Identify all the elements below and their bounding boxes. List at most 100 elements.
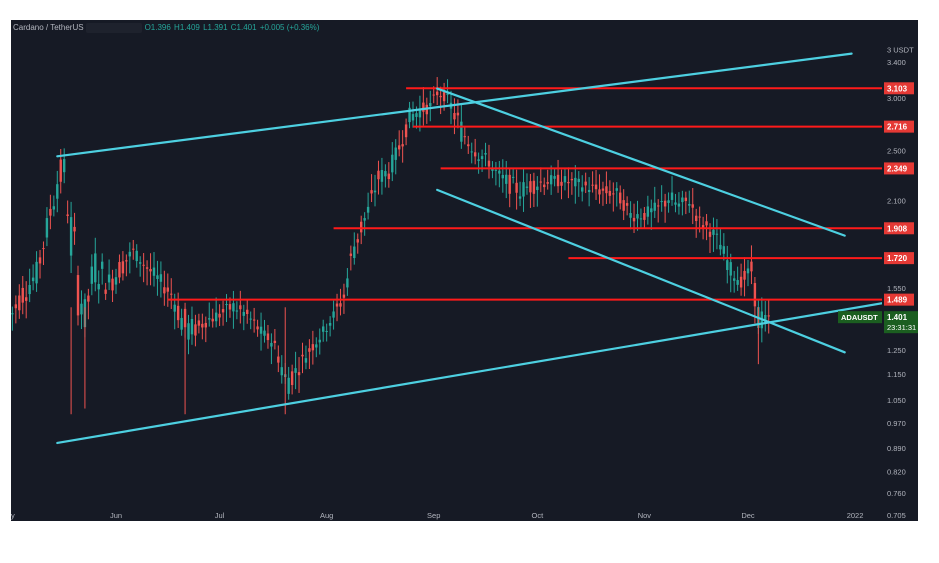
level-label-text: 1.489 bbox=[887, 296, 908, 305]
candle-body bbox=[221, 309, 225, 313]
candle-body bbox=[726, 260, 729, 270]
candle-body bbox=[339, 303, 342, 307]
candle-body bbox=[246, 309, 249, 314]
candle bbox=[515, 169, 518, 210]
candle bbox=[366, 192, 370, 220]
candle bbox=[318, 328, 321, 355]
candle-body bbox=[584, 181, 587, 186]
candle bbox=[574, 165, 577, 204]
price-tick-label: 1.250 bbox=[887, 346, 906, 355]
candle bbox=[211, 308, 214, 328]
candle-body bbox=[315, 344, 318, 348]
candle bbox=[567, 167, 570, 199]
candle-body bbox=[346, 278, 349, 288]
level-label-text: 1.908 bbox=[887, 224, 908, 233]
candle-body bbox=[366, 206, 370, 213]
candle bbox=[66, 200, 69, 224]
candle bbox=[391, 142, 394, 182]
candle bbox=[301, 342, 304, 374]
candle-body bbox=[439, 95, 442, 98]
candle bbox=[80, 290, 83, 330]
candle-body bbox=[546, 182, 549, 184]
candle bbox=[14, 295, 18, 324]
candle bbox=[69, 201, 73, 274]
candle bbox=[688, 190, 691, 213]
candle bbox=[228, 297, 232, 318]
candle bbox=[694, 208, 698, 238]
candle-body bbox=[719, 244, 722, 250]
candle bbox=[629, 201, 632, 230]
candle bbox=[163, 270, 166, 306]
candle bbox=[529, 173, 532, 208]
candle-body bbox=[384, 171, 387, 177]
candle bbox=[570, 172, 574, 195]
candle-body bbox=[743, 270, 746, 280]
candle bbox=[563, 168, 567, 191]
candle-body bbox=[8, 320, 10, 321]
candle-body bbox=[411, 114, 415, 121]
candle-body bbox=[525, 186, 529, 188]
candle-body bbox=[625, 203, 629, 206]
candle-body bbox=[69, 217, 73, 256]
candle-body bbox=[477, 159, 480, 161]
candle-body bbox=[480, 156, 484, 160]
candle-body bbox=[653, 202, 656, 211]
candle bbox=[201, 313, 204, 340]
candle bbox=[401, 130, 404, 163]
candle-body bbox=[59, 159, 62, 182]
candle-body bbox=[208, 318, 211, 320]
candle bbox=[380, 157, 384, 195]
candle-body bbox=[228, 304, 232, 310]
candle-body bbox=[539, 181, 542, 183]
candle-body bbox=[708, 231, 712, 237]
candle bbox=[677, 192, 681, 215]
candle-body bbox=[97, 283, 100, 290]
candle-body bbox=[732, 278, 736, 281]
level-label-text: 2.716 bbox=[887, 123, 908, 132]
candle bbox=[25, 281, 28, 319]
candle bbox=[643, 206, 646, 229]
candle-body bbox=[387, 173, 391, 180]
candle-body bbox=[663, 200, 667, 207]
candle-body bbox=[263, 330, 266, 336]
candle-body bbox=[225, 304, 228, 306]
candle-body bbox=[415, 113, 418, 117]
price-tick-label: 0.760 bbox=[887, 489, 906, 498]
candle-body bbox=[277, 356, 280, 363]
candle-body bbox=[553, 176, 556, 179]
candle-body bbox=[543, 184, 546, 188]
candle bbox=[546, 169, 549, 190]
candle bbox=[605, 171, 608, 204]
plot-layer bbox=[8, 52, 882, 445]
candle-body bbox=[297, 372, 301, 376]
candle-body bbox=[328, 322, 332, 326]
candle-body bbox=[394, 147, 397, 160]
price-tick-label: 0.890 bbox=[887, 444, 906, 453]
candle-body bbox=[739, 276, 743, 288]
candle bbox=[311, 330, 315, 365]
candle bbox=[532, 172, 536, 208]
candle-body bbox=[87, 295, 90, 302]
candle-body bbox=[605, 186, 608, 194]
candle-body bbox=[360, 221, 363, 233]
candle-body bbox=[494, 169, 498, 171]
candle bbox=[21, 275, 24, 315]
candle bbox=[187, 314, 190, 355]
candle bbox=[325, 323, 328, 342]
candle-body bbox=[156, 275, 159, 279]
candle bbox=[273, 329, 277, 350]
candle bbox=[11, 306, 14, 331]
candle bbox=[608, 180, 612, 204]
price-tag-countdown: 23:31:31 bbox=[887, 323, 916, 332]
candle bbox=[239, 290, 242, 324]
candle-body bbox=[252, 319, 256, 321]
candle bbox=[553, 167, 556, 187]
candle-body bbox=[218, 313, 221, 318]
candle bbox=[743, 257, 746, 297]
candle bbox=[684, 191, 688, 215]
candle bbox=[543, 177, 546, 196]
level-price-label: 2.716 bbox=[884, 120, 914, 133]
candle bbox=[35, 251, 38, 292]
candle bbox=[363, 212, 366, 236]
